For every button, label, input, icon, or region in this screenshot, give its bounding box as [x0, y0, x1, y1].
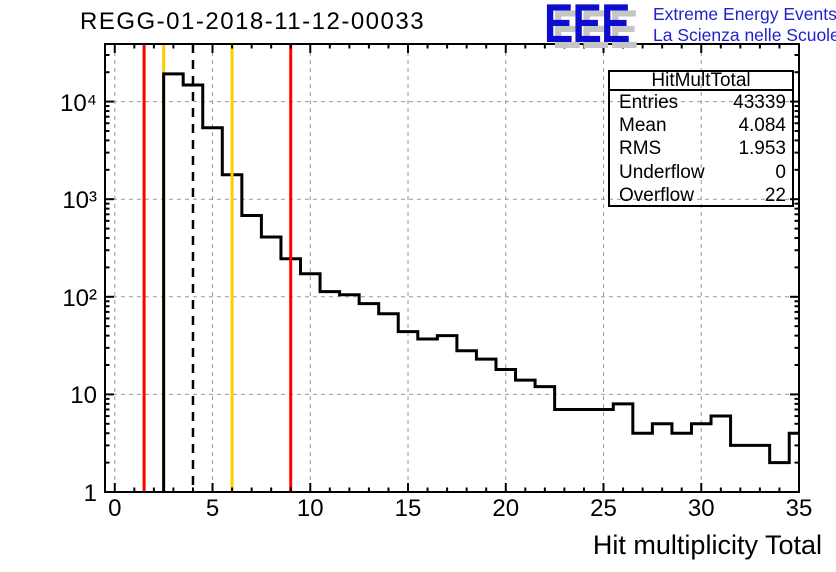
x-tick-label: 30	[687, 495, 715, 522]
stats-row: Entries 43339	[610, 91, 792, 114]
eee-logo-text: Extreme Energy Events La Scienza nelle S…	[653, 4, 836, 46]
x-tick-label: 5	[205, 495, 220, 522]
y-tick-label: 1	[83, 480, 97, 507]
y-tick-label: 10⁴	[59, 89, 97, 117]
axis-ticks	[105, 44, 800, 493]
stats-row: Underflow 0	[610, 161, 792, 184]
y-tick-label: 10	[70, 382, 97, 410]
x-axis-title: Hit multiplicity Total	[592, 530, 822, 560]
x-tick-label: 10	[296, 495, 324, 522]
stats-value: 1.953	[738, 138, 786, 160]
plot-title: REGG-01-2018-11-12-00033	[80, 8, 426, 35]
stats-box-title: HitMultTotal	[610, 71, 792, 91]
stats-row: Overflow 22	[610, 184, 792, 207]
histogram-line	[162, 72, 799, 492]
x-tick-label: 25	[590, 495, 617, 522]
y-tick-label: 10³	[62, 187, 97, 215]
x-tick-label: 35	[785, 495, 813, 522]
marker-lines-front	[142, 44, 293, 492]
stats-value: 22	[764, 184, 786, 206]
x-tick-label: 20	[492, 495, 520, 522]
stats-rows: Entries 43339 Mean 4.084 RMS 1.953 Underflow 0 O…	[610, 91, 792, 207]
stats-value: 0	[775, 161, 786, 183]
stats-label: Entries	[619, 92, 679, 113]
stats-value: 4.084	[738, 115, 786, 137]
y-tick-label: 10²	[62, 284, 97, 312]
eee-logo-line2: La Scienza nelle Scuole	[653, 25, 836, 45]
stats-label: Underflow	[619, 161, 705, 183]
stats-row: RMS 1.953	[610, 137, 792, 160]
eee-logo-line1: Extreme Energy Events	[653, 4, 836, 24]
stats-value: 43339	[733, 92, 786, 113]
stats-label: Overflow	[619, 184, 694, 206]
stats-label: RMS	[619, 138, 662, 160]
x-tick-label: 15	[394, 495, 422, 522]
eee-logo: EEE	[544, 0, 630, 54]
stats-row: Mean 4.084	[610, 114, 792, 137]
stats-label: Mean	[619, 115, 667, 137]
stats-box: HitMultTotal Entries 43339 Mean 4.084 RMS 1.9…	[608, 70, 794, 207]
x-tick-label: 0	[108, 495, 122, 522]
